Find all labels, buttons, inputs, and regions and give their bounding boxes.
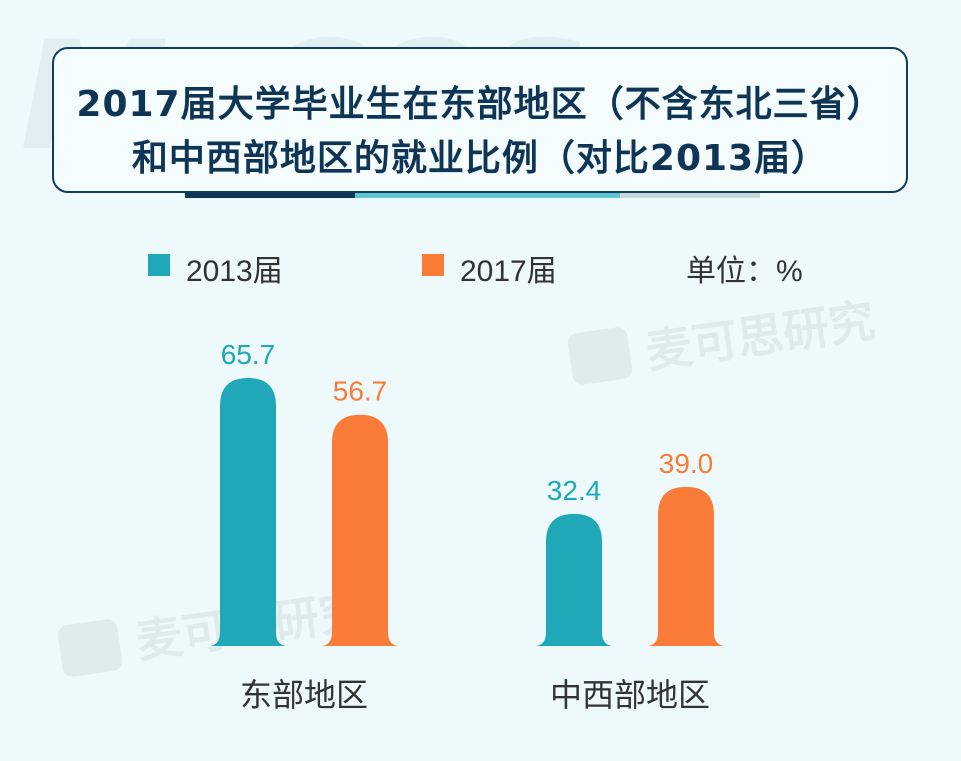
title-underline-dark [185,193,355,198]
unit-label: 单位：% [686,255,803,288]
bar-2013-central-west [534,513,614,646]
title-underline-grey [620,193,760,198]
chart-title-line-2: 和中西部地区的就业比例（对比2013届） [131,138,829,179]
legend-swatch-2013 [148,254,170,276]
category-label: 中西部地区 [550,677,710,713]
title-box: 2017届大学毕业生在东部地区（不含东北三省） 和中西部地区的就业比例（对比20… [52,47,908,193]
legend-swatch-2017 [422,254,444,276]
data-label: 65.7 [221,339,276,370]
bar-2017-east [320,414,400,646]
title-underline-teal [355,193,620,198]
legend-label-2013: 2013届 [186,255,283,288]
category-label: 东部地区 [240,677,368,713]
data-label: 32.4 [547,475,602,506]
bar-2017-central-west [646,486,726,646]
data-label: 56.7 [333,376,388,407]
legend-label-2017: 2017届 [460,255,557,288]
bar-2013-east [208,378,288,646]
data-label: 39.0 [659,448,714,479]
chart-title-line-1: 2017届大学毕业生在东部地区（不含东北三省） [76,84,884,125]
